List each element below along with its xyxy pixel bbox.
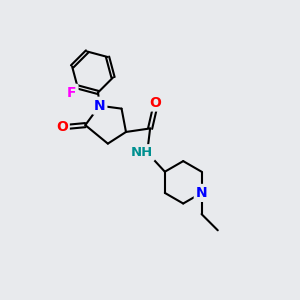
Text: N: N [94,99,105,113]
Text: F: F [67,86,76,100]
Text: O: O [56,120,68,134]
Text: N: N [196,186,207,200]
Text: O: O [149,95,161,110]
Text: NH: NH [131,146,153,159]
